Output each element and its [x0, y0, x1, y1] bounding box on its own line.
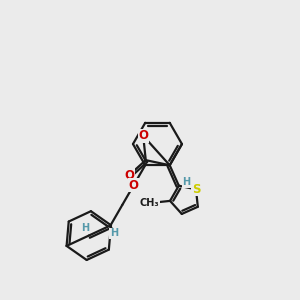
Text: O: O	[129, 179, 139, 192]
Text: H: H	[110, 228, 118, 238]
Text: S: S	[192, 183, 200, 196]
Text: O: O	[138, 129, 148, 142]
Text: H: H	[81, 223, 89, 233]
Text: H: H	[182, 177, 190, 187]
Text: O: O	[124, 169, 134, 182]
Text: CH₃: CH₃	[140, 198, 159, 208]
